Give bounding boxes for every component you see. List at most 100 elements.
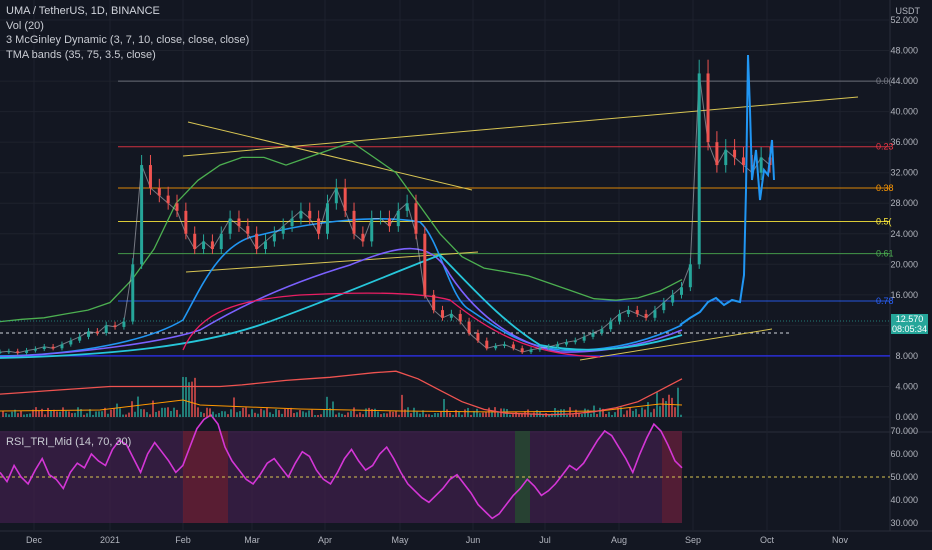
candle-body — [644, 313, 648, 318]
volume-bar — [629, 407, 631, 417]
candle-body — [317, 218, 321, 234]
volume-bar — [311, 409, 313, 417]
volume-bar — [482, 412, 484, 417]
candle-body — [140, 165, 144, 265]
volume-bar — [44, 414, 46, 417]
volume-bar — [287, 408, 289, 417]
candle-body — [60, 344, 64, 349]
mcginley-indicator-label[interactable]: 3 McGinley Dynamic (3, 7, 10, close, clo… — [6, 34, 250, 46]
volume-bar — [668, 394, 670, 417]
volume-bar — [338, 412, 340, 417]
volume-bar — [509, 414, 511, 417]
volume-bar — [320, 414, 322, 417]
volume-bar — [416, 411, 418, 417]
price-tick-label: 24.000 — [890, 229, 918, 239]
volume-bar — [134, 411, 136, 417]
price-tick-label: 40.000 — [890, 107, 918, 117]
volume-bar — [209, 408, 211, 417]
candle-body — [95, 331, 99, 334]
volume-bar — [581, 414, 583, 417]
volume-indicator-label[interactable]: Vol (20) — [6, 19, 44, 32]
candle-body — [219, 233, 223, 250]
symbol-title[interactable]: UMA / TetherUS, 1D, BINANCE — [6, 5, 160, 17]
volume-bar — [557, 410, 559, 417]
trendline — [185, 251, 479, 273]
candle-body — [16, 351, 20, 353]
volume-bar — [191, 381, 193, 417]
volume-bar — [53, 409, 55, 417]
volume-bar — [17, 413, 19, 417]
time-tick-label: Oct — [760, 535, 775, 545]
volume-bar — [110, 409, 112, 417]
volume-bar — [590, 413, 592, 417]
volume-bar — [383, 413, 385, 417]
volume-bar — [71, 413, 73, 417]
volume-bar — [473, 410, 475, 417]
volume-bar — [20, 410, 22, 417]
rsi-indicator-label[interactable]: RSI_TRI_Mid (14, 70, 30) — [6, 436, 132, 448]
volume-bar — [179, 414, 181, 417]
volume-bar — [326, 396, 328, 417]
volume-bar — [221, 411, 223, 417]
volume-bar — [119, 408, 121, 417]
candle-body — [228, 218, 232, 234]
volume-bar — [377, 411, 379, 417]
price-tick-label: 16.000 — [890, 290, 918, 300]
candle-body — [423, 233, 427, 295]
volume-bar — [635, 408, 637, 417]
candle-body — [78, 336, 82, 341]
candle-body — [706, 73, 710, 143]
volume-bar — [410, 413, 412, 417]
price-tick-label: 32.000 — [890, 168, 918, 178]
volume-bar — [107, 413, 109, 417]
candle-body — [733, 149, 737, 158]
volume-bar — [275, 409, 277, 417]
candle-body — [432, 294, 436, 311]
time-tick-label: 2021 — [100, 535, 120, 545]
volume-bar — [314, 414, 316, 417]
candle-body — [671, 294, 675, 303]
volume-bar — [440, 411, 442, 417]
volume-bar — [431, 414, 433, 417]
candle-body — [609, 321, 613, 330]
candle-body — [626, 310, 630, 314]
volume-bar — [257, 413, 259, 417]
fibonacci-level-label: 0.78 — [876, 296, 894, 306]
volume-bar — [638, 414, 640, 417]
volume-bar — [626, 410, 628, 417]
volume-bar — [548, 414, 550, 417]
candle-body — [635, 310, 639, 314]
candle-body — [520, 348, 524, 353]
volume-bar — [212, 411, 214, 417]
volume-bar — [464, 409, 466, 417]
price-line — [0, 73, 771, 354]
volume-bar — [677, 387, 679, 417]
volume-bar — [605, 414, 607, 417]
volume-bar — [239, 411, 241, 417]
volume-bar — [155, 411, 157, 417]
candle-body — [42, 346, 46, 350]
fibonacci-level-label: 0.5( — [876, 217, 892, 227]
volume-bar — [371, 409, 373, 417]
volume-bar — [248, 414, 250, 417]
volume-bar — [671, 397, 673, 417]
volume-bar — [344, 414, 346, 417]
tma-indicator-label[interactable]: TMA bands (35, 75, 3.5, close) — [6, 48, 156, 61]
volume-bar — [437, 413, 439, 417]
volume-bar — [611, 414, 613, 417]
currency-label: USDT — [895, 6, 921, 16]
rsi-tick-label: 60.000 — [890, 449, 918, 459]
candle-body — [325, 203, 329, 234]
candle-body — [449, 313, 453, 318]
volume-bar — [32, 409, 34, 417]
volume-bar — [599, 407, 601, 417]
volume-bar — [446, 409, 448, 417]
volume-bar — [362, 414, 364, 417]
candle-body — [618, 313, 622, 322]
volume-bar — [182, 376, 184, 417]
volume-bar — [395, 411, 397, 417]
fibonacci-level-label: 0.0( — [876, 76, 892, 86]
candle-body — [175, 203, 179, 211]
volume-ma-line — [0, 399, 683, 413]
